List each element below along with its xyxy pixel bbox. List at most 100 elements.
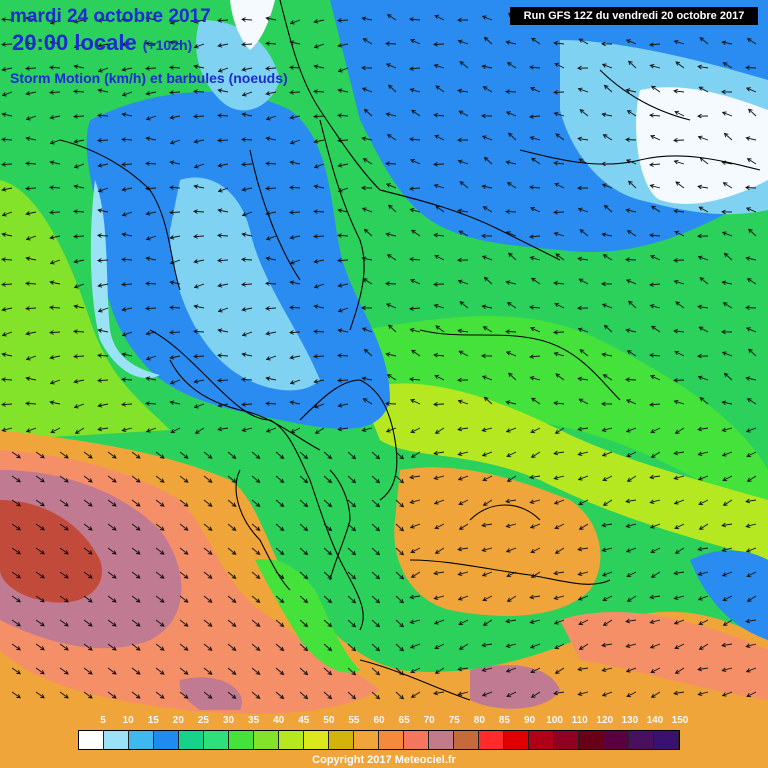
wind-arrow (554, 62, 565, 69)
wind-arrow (506, 571, 517, 578)
wind-arrow (745, 207, 757, 213)
wind-arrow (553, 400, 565, 406)
wind-arrow (409, 523, 421, 529)
wind-arrow (434, 547, 445, 554)
wind-arrow (602, 134, 613, 141)
wind-arrow (385, 427, 397, 433)
wind-arrow (434, 427, 445, 434)
wind-arrow (97, 67, 109, 73)
wind-arrow (227, 667, 237, 676)
wind-arrow (395, 667, 404, 676)
wind-arrow (649, 184, 661, 189)
wind-arrow (748, 348, 757, 357)
wind-arrow (602, 595, 613, 602)
wind-arrow (505, 40, 517, 45)
wind-arrow (251, 595, 261, 604)
wind-arrow (409, 474, 421, 480)
wind-arrow (649, 233, 661, 238)
wind-arrow (59, 523, 69, 531)
wind-arrow (674, 350, 685, 357)
wind-arrow (299, 547, 309, 556)
wind-arrow (721, 329, 733, 335)
wind-arrow (107, 691, 117, 699)
wind-arrow (577, 305, 589, 311)
wind-arrow (433, 475, 445, 480)
wind-arrow (313, 163, 325, 169)
wind-arrow (1, 331, 13, 337)
wind-arrow (11, 571, 21, 579)
wind-arrow (650, 667, 661, 674)
wind-arrow (505, 643, 517, 648)
wind-arrow (578, 643, 589, 650)
wind-arrow (313, 19, 325, 24)
wind-arrow (745, 667, 757, 673)
wind-arrow (673, 88, 685, 94)
wind-arrow (73, 139, 85, 144)
wind-arrow (145, 115, 157, 121)
wind-arrow (241, 112, 253, 117)
wind-arrow (251, 523, 261, 532)
wind-arrow (649, 499, 661, 504)
wind-arrow (337, 378, 349, 383)
wind-arrow (299, 667, 309, 676)
wind-arrow (506, 62, 517, 69)
wind-arrow (553, 40, 565, 46)
wind-arrow (433, 450, 445, 456)
wind-arrow (371, 523, 381, 532)
wind-arrow (650, 375, 661, 381)
wind-arrow (131, 643, 141, 651)
wind-arrow (1, 137, 13, 142)
wind-arrow (11, 691, 21, 699)
wind-arrow (25, 427, 37, 433)
wind-arrow (721, 351, 733, 357)
wind-arrow (1, 402, 13, 407)
wind-arrow (275, 523, 285, 532)
wind-arrow (505, 351, 517, 357)
wind-arrow (217, 113, 229, 118)
wind-arrow (275, 571, 285, 580)
wind-arrow (251, 691, 261, 700)
wind-arrow (371, 643, 381, 652)
field-salmon-east (560, 611, 768, 700)
wind-arrow (603, 84, 613, 93)
wind-arrow (313, 304, 325, 309)
wind-arrow (275, 691, 285, 700)
wind-arrow (371, 595, 381, 604)
wind-arrow (97, 113, 109, 118)
wind-arrow (361, 327, 373, 333)
wind-arrow (169, 19, 181, 25)
wind-arrow (410, 571, 421, 578)
wind-arrow (145, 161, 157, 166)
wind-arrow (49, 210, 61, 215)
wind-arrow (529, 619, 541, 624)
wind-arrow (721, 571, 733, 577)
wind-arrow (531, 397, 541, 405)
wind-arrow (395, 691, 404, 700)
wind-arrow (145, 355, 157, 361)
wind-arrow (155, 643, 165, 651)
wind-arrow (217, 403, 229, 408)
wind-arrow (577, 65, 589, 71)
legend-label: 5 (100, 715, 106, 726)
wind-arrow (410, 159, 421, 165)
wind-arrow (745, 256, 757, 261)
wind-arrow (529, 65, 541, 70)
wind-arrow (601, 522, 613, 528)
wind-arrow (625, 643, 637, 648)
wind-arrow (155, 619, 165, 627)
wind-arrow (553, 619, 565, 625)
wind-arrow (482, 86, 493, 93)
wind-arrow (433, 112, 445, 118)
wind-arrow (121, 427, 133, 432)
wind-arrow (241, 162, 253, 167)
wind-arrow (11, 451, 21, 459)
wind-arrow (347, 643, 357, 652)
wind-arrow (265, 186, 277, 191)
wind-barbs-layer (1, 12, 757, 700)
wind-arrow (49, 19, 61, 25)
wind-arrow (457, 571, 469, 576)
wind-arrow (347, 571, 357, 580)
wind-arrow (697, 255, 709, 261)
wind-arrow (361, 305, 373, 311)
wind-arrow (203, 667, 213, 675)
